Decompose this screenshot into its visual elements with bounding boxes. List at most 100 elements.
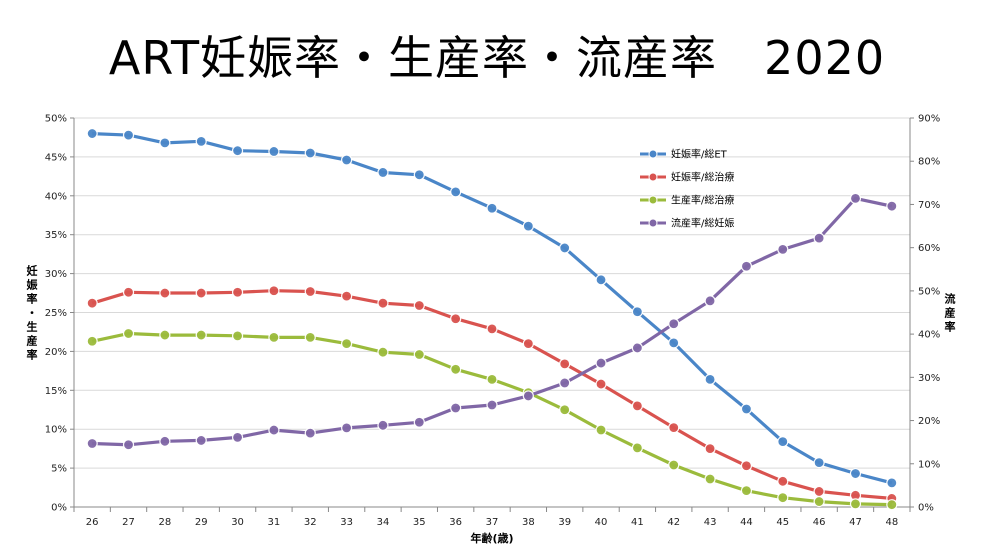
data-point [341, 422, 353, 434]
left-tick-label: 40% [45, 191, 67, 202]
data-point [559, 377, 571, 389]
series-3 [86, 327, 898, 511]
left-axis-title: 妊娠率・生産率 [26, 264, 39, 362]
x-tick-label: 39 [558, 517, 571, 528]
right-axis: 0% 10% 20% 30% 40% 50% 60% 70% 80% 90% [909, 114, 940, 514]
right-tick-label: 70% [918, 200, 940, 211]
legend-marker [648, 218, 658, 228]
left-tick-label: 10% [45, 425, 67, 436]
data-point [450, 402, 462, 414]
data-point [86, 437, 98, 450]
data-point [486, 373, 498, 386]
data-point [122, 327, 135, 340]
right-tick-label: 20% [918, 416, 940, 427]
data-point [159, 329, 171, 341]
legend-marker [648, 195, 658, 205]
series-2 [86, 285, 898, 505]
x-tick-label: 43 [704, 517, 717, 528]
data-point [595, 378, 607, 390]
data-point [777, 492, 789, 504]
left-tick-label: 5% [51, 464, 67, 475]
data-point [304, 331, 316, 343]
legend-label: 流産率/総妊娠 [671, 217, 734, 230]
data-point [813, 485, 825, 498]
right-tick-label: 50% [918, 286, 940, 297]
data-point [159, 435, 171, 447]
right-tick-label: 40% [918, 330, 940, 341]
data-point [740, 403, 753, 415]
series-4 [86, 192, 898, 451]
x-axis: 26 27 28 29 30 31 32 33 34 35 36 37 38 39 40 41 42 43 44 45… [73, 506, 911, 528]
left-tick-label: 20% [45, 347, 67, 358]
data-point [631, 442, 643, 454]
data-point [886, 200, 898, 212]
right-tick-label: 80% [918, 157, 940, 168]
legend-item: 妊娠率/総治療 [640, 171, 734, 184]
data-point [231, 431, 244, 444]
legend-label: 生産率/総治療 [671, 194, 734, 207]
x-tick-label: 31 [268, 517, 281, 528]
data-point [413, 299, 425, 312]
data-point [631, 342, 643, 354]
data-point [740, 260, 753, 272]
data-point [304, 285, 316, 298]
data-point [122, 129, 135, 141]
data-point [522, 338, 534, 350]
right-tick-label: 30% [918, 373, 940, 384]
x-tick-label: 26 [86, 517, 99, 528]
data-point [486, 399, 498, 411]
x-tick-label: 35 [413, 517, 426, 528]
x-tick-label: 48 [885, 517, 898, 528]
data-point [777, 436, 789, 448]
data-point [813, 495, 825, 508]
data-point [559, 404, 571, 416]
data-point [413, 169, 425, 181]
legend-item: 流産率/総妊娠 [640, 217, 734, 230]
data-point [849, 467, 862, 480]
data-point [849, 192, 862, 204]
right-tick-label: 90% [918, 114, 940, 125]
x-tick-label: 40 [595, 517, 608, 528]
data-point [377, 419, 389, 431]
legend-label: 妊娠率/総治療 [671, 171, 734, 184]
data-point [740, 460, 753, 472]
data-point [668, 318, 680, 330]
data-point [595, 424, 607, 436]
data-point [231, 330, 244, 342]
data-point [195, 135, 207, 147]
data-point [86, 127, 98, 140]
data-point [341, 338, 353, 350]
legend-item: 妊娠率/総ET [640, 148, 728, 161]
data-point [268, 424, 280, 436]
data-point [341, 290, 353, 302]
left-tick-label: 35% [45, 230, 67, 241]
data-point [559, 358, 571, 370]
x-tick-label: 47 [849, 517, 862, 528]
x-tick-label: 46 [813, 517, 826, 528]
data-point [450, 313, 462, 325]
left-tick-label: 30% [45, 269, 67, 280]
right-tick-label: 60% [918, 243, 940, 254]
left-tick-label: 50% [45, 114, 67, 125]
data-point [777, 475, 789, 487]
data-point [631, 400, 643, 412]
data-point [231, 145, 244, 157]
x-tick-label: 36 [449, 517, 462, 528]
right-tick-label: 10% [918, 459, 940, 470]
data-point [522, 390, 534, 402]
data-point [886, 477, 898, 489]
data-point [595, 274, 607, 286]
data-point [704, 443, 716, 455]
x-tick-label: 29 [195, 517, 208, 528]
x-tick-label: 34 [377, 517, 390, 528]
series-line [92, 132, 893, 485]
data-point [486, 323, 498, 335]
x-tick-label: 27 [122, 517, 135, 528]
data-point [813, 457, 825, 469]
data-point [377, 297, 389, 309]
data-point [740, 485, 753, 497]
x-tick-label: 38 [522, 517, 535, 528]
data-point [450, 363, 462, 375]
data-point [377, 166, 389, 179]
